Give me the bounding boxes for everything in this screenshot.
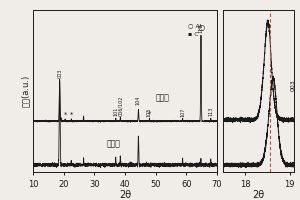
Text: 改性前: 改性前	[106, 140, 120, 149]
Text: *: *	[148, 111, 151, 117]
Text: ○ Al: ○ Al	[188, 23, 201, 28]
X-axis label: 2θ: 2θ	[119, 190, 131, 200]
Y-axis label: 强度(a.u.): 强度(a.u.)	[21, 75, 30, 107]
Text: ▪ C: ▪ C	[188, 32, 198, 37]
Text: 006/102: 006/102	[118, 95, 123, 116]
X-axis label: 2θ: 2θ	[253, 190, 265, 200]
Text: 101: 101	[113, 107, 118, 116]
Text: *: *	[64, 111, 67, 117]
Text: 003: 003	[291, 80, 296, 91]
Text: *: *	[70, 111, 73, 117]
Text: ○: ○	[197, 23, 205, 32]
Text: 003: 003	[57, 69, 62, 78]
Text: 105: 105	[147, 107, 152, 117]
Text: 110: 110	[199, 24, 203, 33]
Text: 104: 104	[136, 96, 141, 105]
Text: 107: 107	[180, 108, 185, 117]
Text: 113: 113	[208, 107, 213, 116]
Text: 改性后: 改性后	[156, 93, 170, 102]
